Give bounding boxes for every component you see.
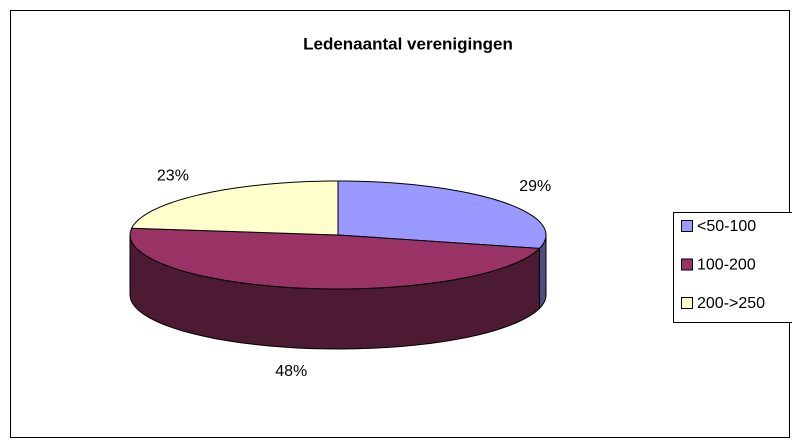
chart-title: Ledenaantal verenigingen	[303, 34, 513, 53]
data-label: 29%	[519, 178, 551, 195]
data-label: 23%	[157, 167, 189, 184]
slice	[129, 227, 541, 290]
data-label: 48%	[275, 363, 307, 380]
legend-label: <50-100	[697, 218, 756, 235]
slice	[130, 180, 339, 236]
slice	[337, 180, 547, 249]
legend-label: 100-200	[697, 257, 756, 274]
legend-swatch	[681, 258, 693, 271]
legend-label: 200->250	[697, 295, 765, 312]
legend-swatch	[681, 297, 693, 309]
legend-box	[673, 212, 792, 323]
legend-swatch	[681, 220, 693, 232]
